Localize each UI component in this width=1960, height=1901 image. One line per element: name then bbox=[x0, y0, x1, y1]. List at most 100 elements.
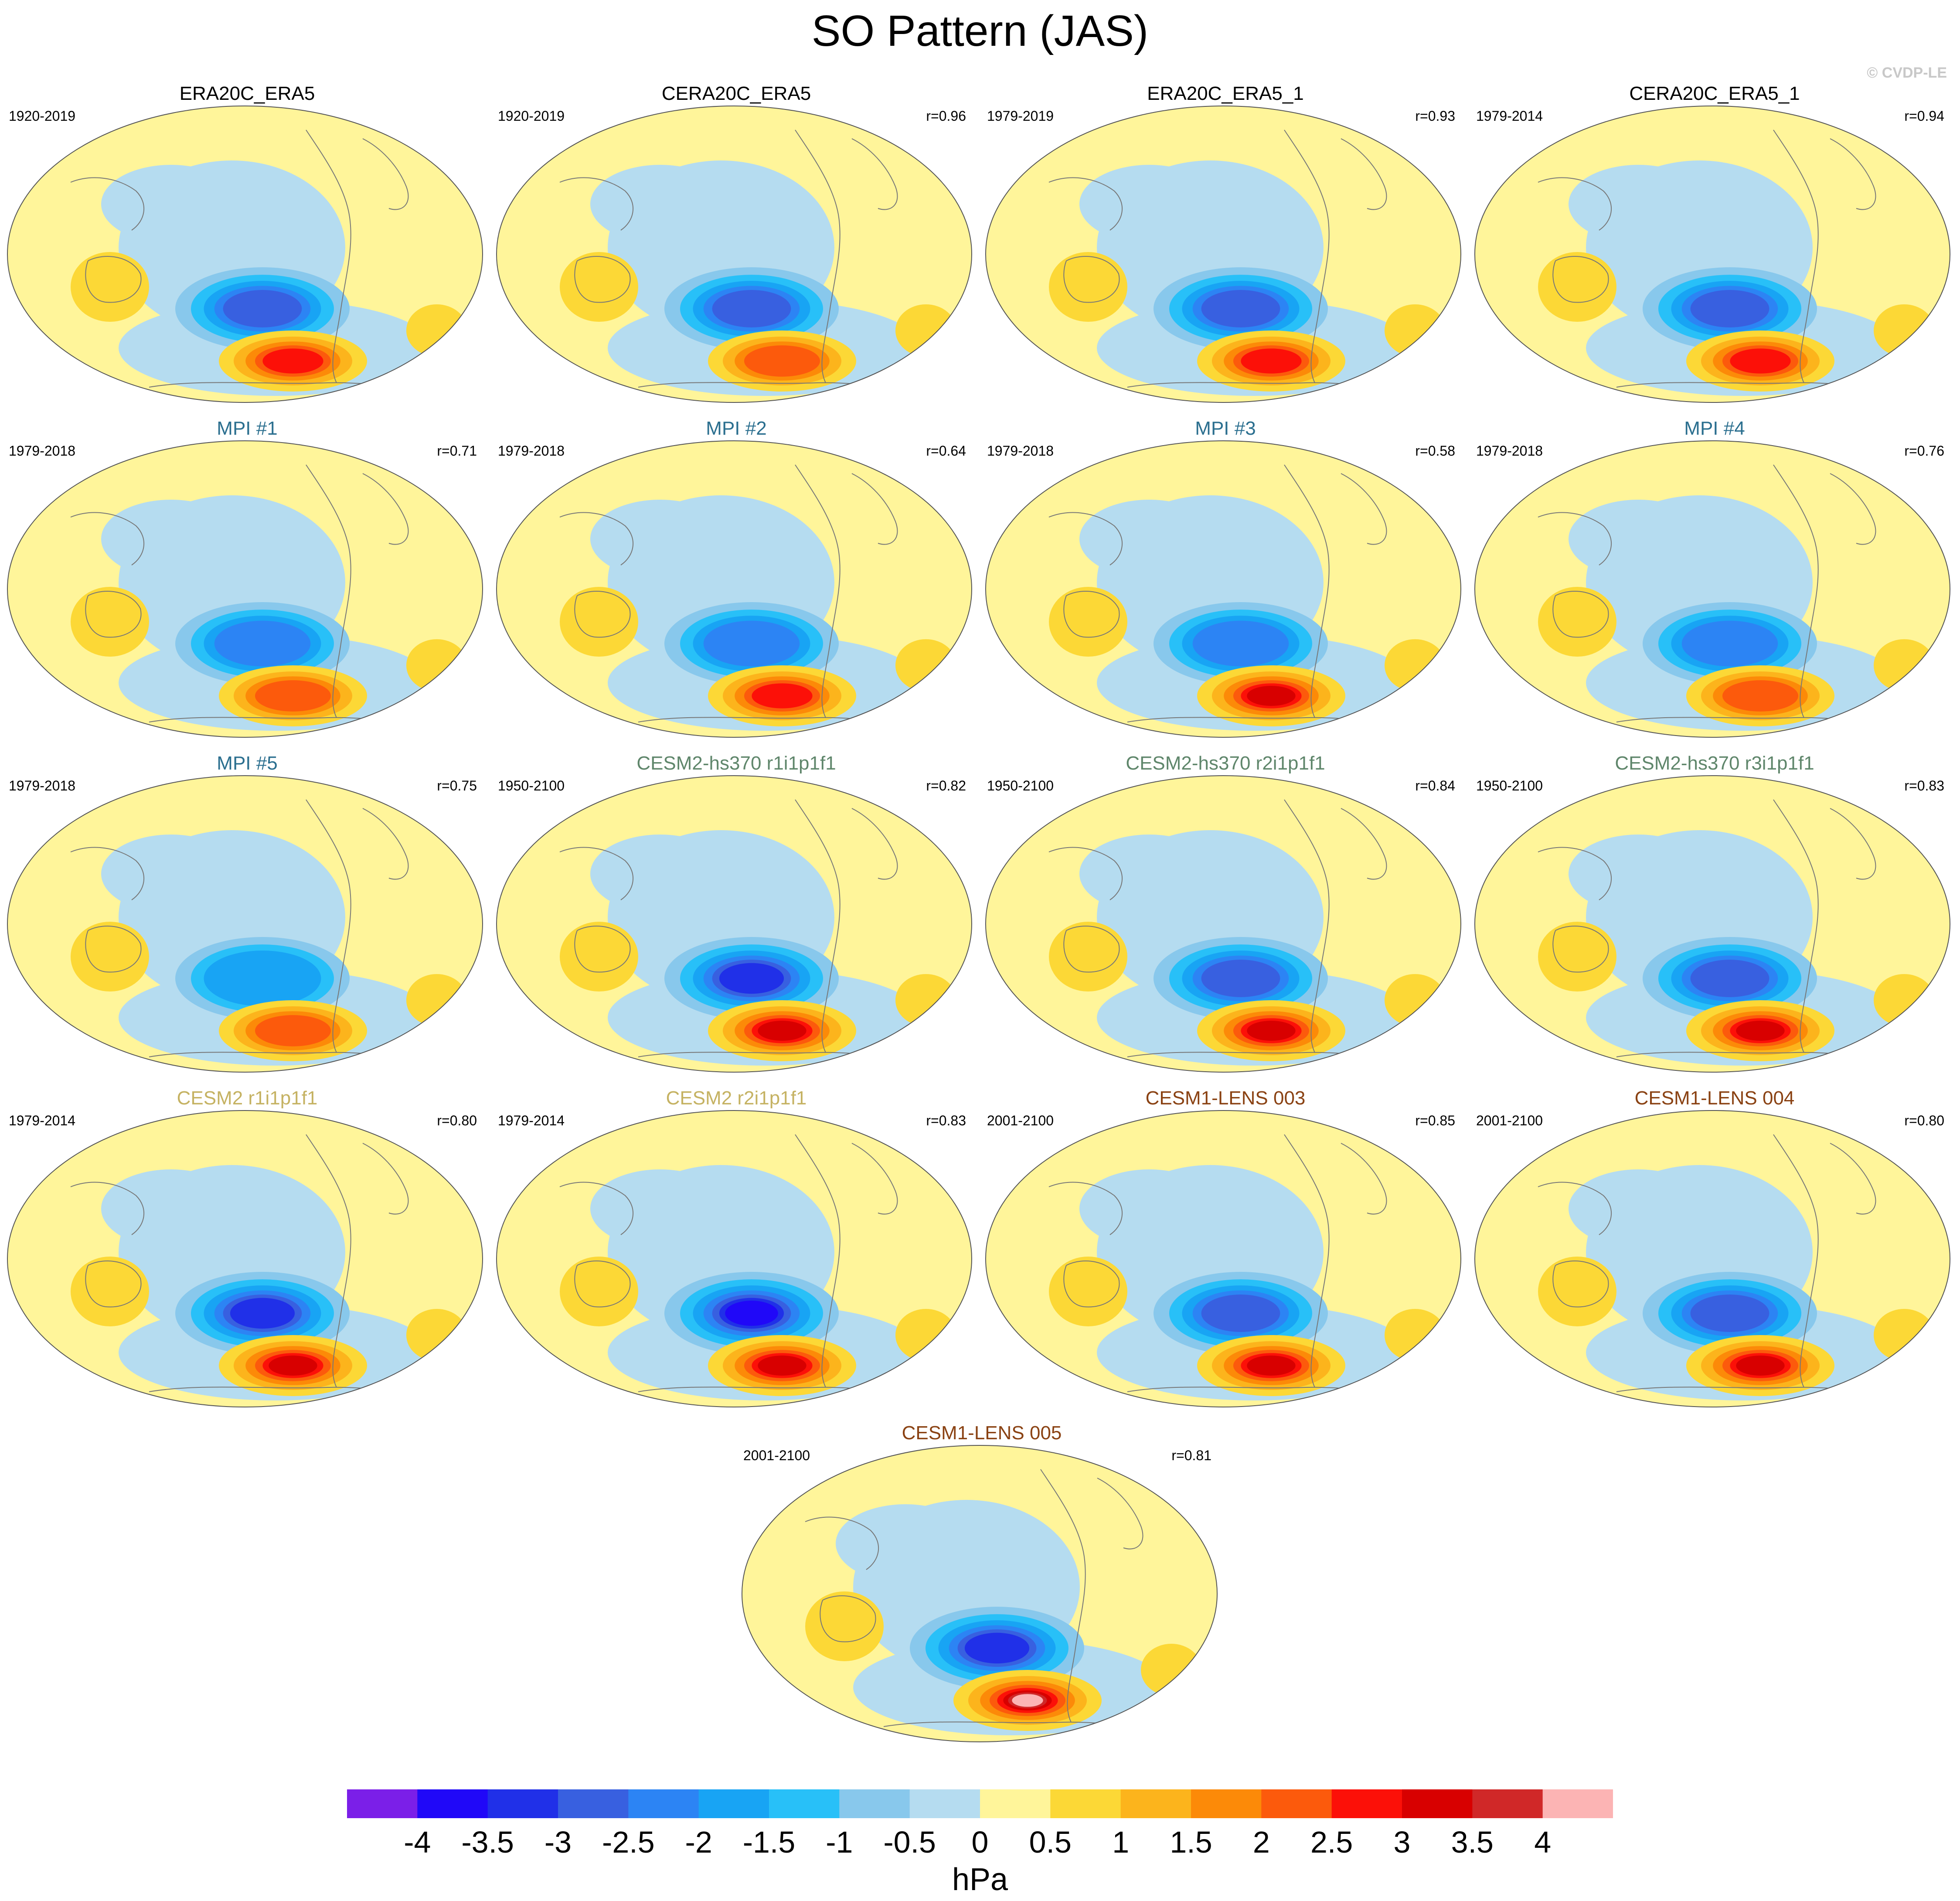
projection-map bbox=[985, 106, 1461, 403]
panel-title: CESM1-LENS 003 bbox=[1145, 1087, 1306, 1109]
colorbar-unit: hPa bbox=[952, 1862, 1008, 1897]
panel-correlation: r=0.76 bbox=[1904, 443, 1944, 459]
map-border bbox=[985, 106, 1461, 403]
colorbar-tick-label: 2 bbox=[1253, 1825, 1270, 1859]
colorbar-tick-label: 2.5 bbox=[1310, 1825, 1353, 1859]
colorbar-box bbox=[1191, 1789, 1262, 1818]
coastline bbox=[795, 129, 840, 383]
field-positive-atlantic bbox=[1874, 304, 1935, 357]
high-contour bbox=[255, 680, 331, 712]
map-panel: MPI #1 1979-2018 r=0.71 bbox=[5, 418, 489, 758]
colorbar-tick-label: 0 bbox=[972, 1825, 989, 1859]
panel-period: 1979-2018 bbox=[1476, 443, 1543, 459]
colorbar-tick-label: -1 bbox=[826, 1825, 853, 1859]
panel-period: 1979-2018 bbox=[9, 778, 76, 794]
projection-map bbox=[7, 106, 483, 403]
coastline bbox=[1097, 1478, 1143, 1550]
colorbar-box bbox=[1050, 1789, 1121, 1818]
map-panel: MPI #2 1979-2018 r=0.64 bbox=[494, 418, 978, 758]
coastline bbox=[85, 1261, 142, 1308]
coastline bbox=[1830, 473, 1876, 545]
map-panel: MPI #5 1979-2018 r=0.75 bbox=[5, 753, 489, 1093]
low-contour bbox=[1201, 290, 1280, 327]
field-negative-north bbox=[590, 500, 730, 578]
colorbar-labels: -4 -3.5 -3 -2.5 -2 -1.5 -1 -0.5 0 0.5 1 1.5 2 2.5 3 3.5… bbox=[404, 1825, 1551, 1859]
coastline bbox=[1063, 591, 1120, 638]
field-positive-australia bbox=[1538, 1257, 1616, 1326]
high-contour bbox=[1736, 1021, 1785, 1041]
field-positive-atlantic bbox=[1385, 974, 1446, 1026]
coastline bbox=[559, 1182, 633, 1235]
colorbar-tick-label: -3.5 bbox=[461, 1825, 514, 1859]
field-negative-north bbox=[836, 1504, 975, 1583]
field-positive-australia bbox=[1049, 1257, 1127, 1326]
field-positive-australia bbox=[560, 922, 638, 991]
projection-map bbox=[1474, 106, 1950, 403]
low-contour bbox=[1201, 1295, 1280, 1332]
panel-period: 1950-2100 bbox=[1476, 778, 1543, 794]
field-positive-australia bbox=[71, 252, 149, 322]
map-border bbox=[7, 1110, 483, 1407]
map-panel: CESM2-hs370 r3i1p1f1 1950-2100 r=0.83 bbox=[1473, 753, 1957, 1093]
field-positive-australia bbox=[71, 1257, 149, 1326]
high-contour bbox=[1012, 1694, 1043, 1707]
coastline bbox=[85, 591, 142, 638]
panel-correlation: r=0.71 bbox=[437, 443, 477, 459]
map-border bbox=[985, 775, 1461, 1073]
coastline bbox=[306, 1134, 351, 1388]
map-panel: ERA20C_ERA5_1 1979-2019 r=0.93 bbox=[983, 83, 1467, 423]
low-contour bbox=[204, 950, 321, 1006]
colorbar-box bbox=[558, 1789, 629, 1818]
field-positive-atlantic bbox=[895, 639, 956, 692]
field-positive-atlantic bbox=[1874, 1309, 1935, 1361]
panel-period: 1979-2019 bbox=[987, 108, 1054, 124]
coastline bbox=[70, 177, 144, 231]
colorbar-box bbox=[769, 1789, 840, 1818]
low-contour bbox=[1192, 620, 1289, 667]
coastline bbox=[805, 1516, 879, 1570]
map-border bbox=[1474, 775, 1950, 1073]
field-positive-australia bbox=[560, 252, 638, 322]
coastline bbox=[559, 512, 633, 566]
coastline bbox=[574, 591, 631, 638]
panel-period: 1950-2100 bbox=[987, 778, 1054, 794]
field-positive-atlantic bbox=[406, 1309, 467, 1361]
panel-title: CERA20C_ERA5 bbox=[661, 83, 811, 104]
coastline bbox=[1048, 847, 1123, 900]
map-panel: CERA20C_ERA5 1920-2019 r=0.96 bbox=[494, 83, 978, 423]
high-contour bbox=[752, 683, 813, 709]
coastline bbox=[1552, 591, 1609, 638]
panel-title: CESM2-hs370 r2i1p1f1 bbox=[1126, 753, 1325, 774]
panel-period: 1979-2018 bbox=[9, 443, 76, 459]
colorbar-tick-label: -4 bbox=[404, 1825, 431, 1859]
panel-correlation: r=0.94 bbox=[1904, 108, 1944, 124]
field-positive-australia bbox=[1538, 252, 1616, 322]
low-contour bbox=[1681, 620, 1778, 667]
coastline bbox=[1773, 464, 1819, 718]
panel-correlation: r=0.96 bbox=[926, 108, 966, 124]
panel-title: CESM2-hs370 r1i1p1f1 bbox=[636, 753, 836, 774]
field-positive-atlantic bbox=[1874, 974, 1935, 1026]
map-border bbox=[7, 106, 483, 403]
panel-period: 1979-2014 bbox=[498, 1113, 565, 1128]
map-border bbox=[7, 440, 483, 738]
map-panel: CESM2-hs370 r1i1p1f1 1950-2100 r=0.82 bbox=[494, 753, 978, 1093]
panel-title: CESM1-LENS 005 bbox=[902, 1422, 1062, 1444]
coastline bbox=[1538, 1182, 1612, 1235]
map-border bbox=[496, 775, 972, 1073]
colorbar-box bbox=[698, 1789, 769, 1818]
coastline bbox=[851, 473, 898, 545]
map-border bbox=[7, 775, 483, 1073]
colorbar-box bbox=[487, 1789, 558, 1818]
coastline bbox=[1048, 1182, 1123, 1235]
low-contour bbox=[223, 290, 302, 327]
field-positive-australia bbox=[1049, 252, 1127, 322]
colorbar-box bbox=[417, 1789, 488, 1818]
field-positive-australia bbox=[560, 587, 638, 657]
coastline bbox=[795, 799, 840, 1053]
colorbar-tick-label: -0.5 bbox=[883, 1825, 936, 1859]
low-contour bbox=[230, 1298, 295, 1329]
coastline bbox=[362, 473, 409, 545]
field-positive-australia bbox=[560, 1257, 638, 1326]
coastline bbox=[1830, 138, 1876, 210]
